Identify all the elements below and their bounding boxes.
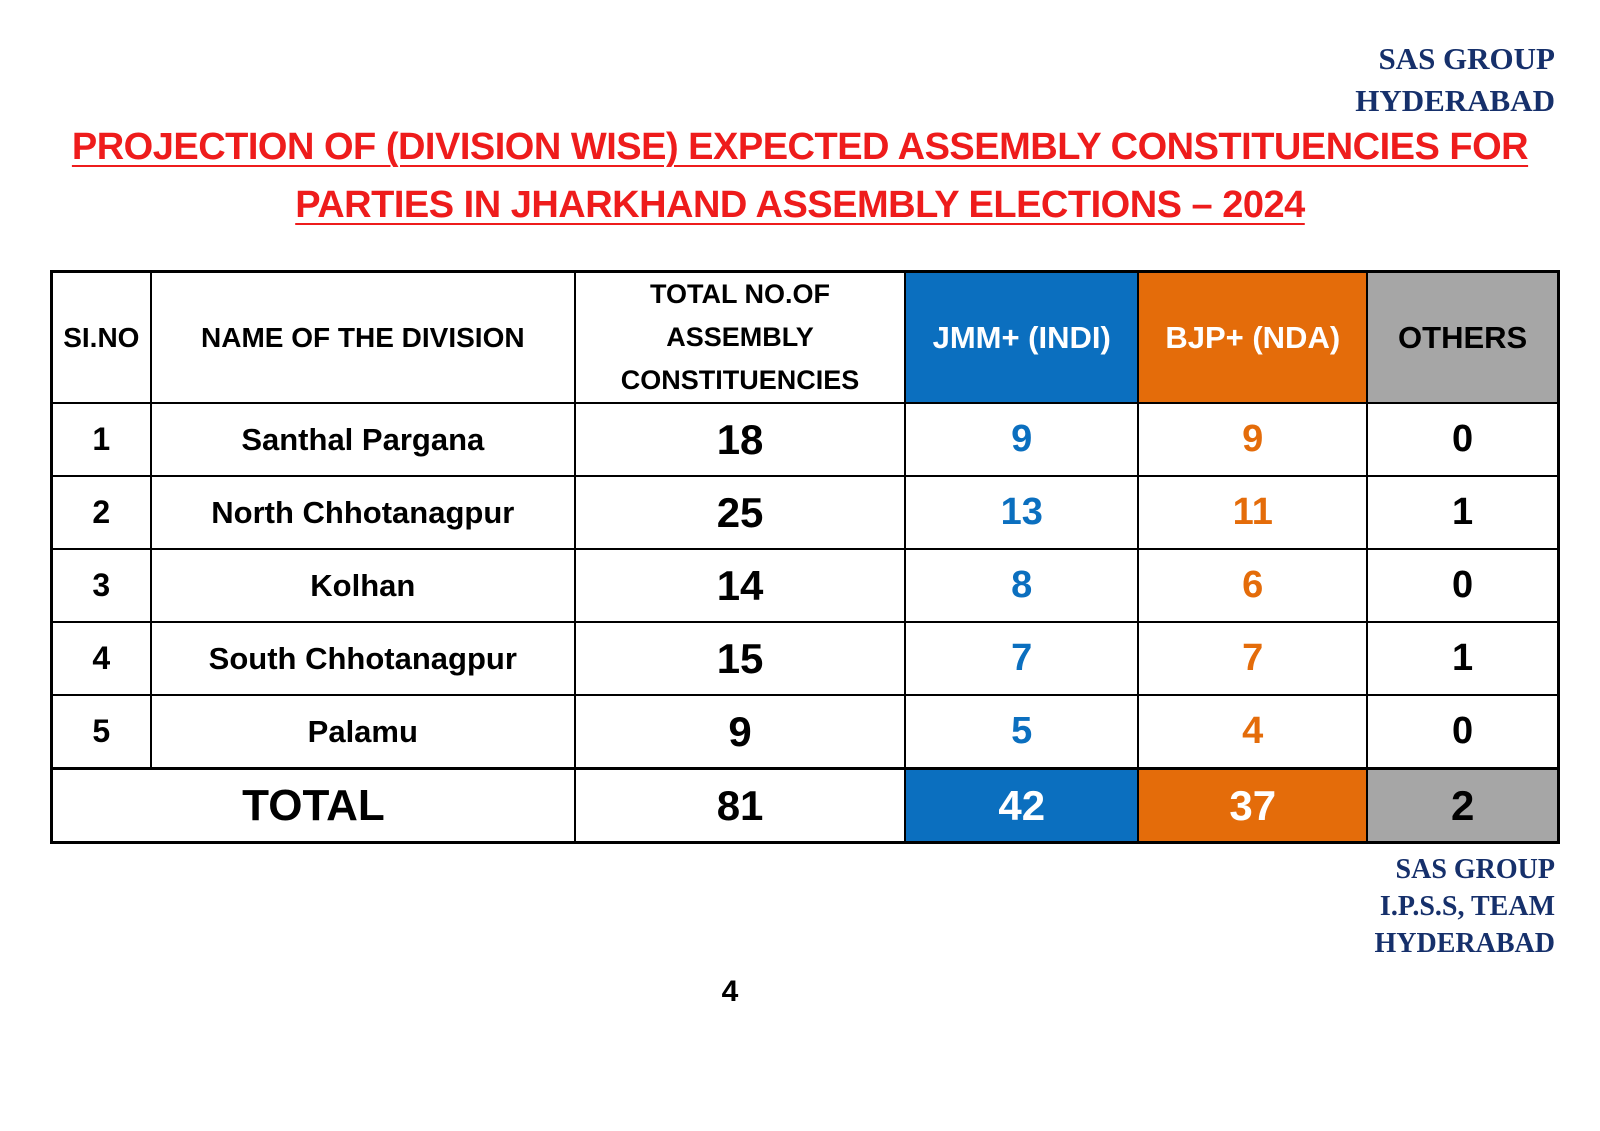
table-row: 5 Palamu 9 5 4 0: [50, 694, 1560, 770]
cell-bjp: 7: [1137, 621, 1369, 696]
org-city: HYDERABAD: [1355, 83, 1555, 118]
org-footer: SAS GROUP I.P.S.S, TEAM HYDERABAD: [1155, 851, 1555, 962]
footer-org-name: SAS GROUP: [1395, 854, 1555, 885]
cell-bjp: 11: [1137, 475, 1369, 550]
cell-division-name: Palamu: [149, 694, 576, 770]
cell-others: 0: [1366, 402, 1560, 477]
page-number: 4: [721, 975, 739, 1008]
header-others: OTHERS: [1366, 270, 1560, 404]
cell-total: 18: [573, 402, 907, 477]
header-sl-no: SI.NO: [50, 270, 152, 404]
projection-table: SI.NO NAME OF THE DIVISION TOTAL NO.OF A…: [50, 270, 1560, 844]
total-bjp: 37: [1137, 767, 1369, 844]
header-total-line-1: TOTAL NO.OF: [650, 279, 831, 309]
cell-jmm: 13: [904, 475, 1140, 550]
table-row: 3 Kolhan 14 8 6 0: [50, 548, 1560, 623]
table-row: 1 Santhal Pargana 18 9 9 0: [50, 402, 1560, 477]
total-label: TOTAL: [50, 767, 576, 844]
total-others: 2: [1366, 767, 1560, 844]
document-title: PROJECTION OF (DIVISION WISE) EXPECTED A…: [40, 118, 1560, 234]
cell-others: 1: [1366, 621, 1560, 696]
footer-org-team: I.P.S.S, TEAM: [1379, 891, 1555, 922]
table-row: 4 South Chhotanagpur 15 7 7 1: [50, 621, 1560, 696]
cell-sl-no: 2: [50, 475, 152, 550]
header-bjp: BJP+ (NDA): [1137, 270, 1369, 404]
org-header: SAS GROUP HYDERABAD: [1155, 38, 1555, 122]
cell-division-name: North Chhotanagpur: [149, 475, 576, 550]
cell-jmm: 5: [904, 694, 1140, 770]
title-line-2: PARTIES IN JHARKHAND ASSEMBLY ELECTIONS …: [295, 184, 1305, 226]
header-total-line-2: ASSEMBLY: [666, 322, 814, 352]
total-constituencies: 81: [573, 767, 907, 844]
table-total-row: TOTAL 81 42 37 2: [50, 767, 1560, 844]
cell-sl-no: 4: [50, 621, 152, 696]
cell-sl-no: 1: [50, 402, 152, 477]
cell-total: 9: [573, 694, 907, 770]
cell-others: 0: [1366, 548, 1560, 623]
cell-sl-no: 5: [50, 694, 152, 770]
cell-sl-no: 3: [50, 548, 152, 623]
header-total-constituencies: TOTAL NO.OF ASSEMBLY CONSTITUENCIES: [573, 270, 907, 404]
cell-jmm: 8: [904, 548, 1140, 623]
header-division-name: NAME OF THE DIVISION: [149, 270, 576, 404]
cell-others: 1: [1366, 475, 1560, 550]
cell-bjp: 4: [1137, 694, 1369, 770]
cell-total: 25: [573, 475, 907, 550]
cell-division-name: Kolhan: [149, 548, 576, 623]
org-name: SAS GROUP: [1378, 41, 1555, 76]
header-total-line-3: CONSTITUENCIES: [620, 365, 860, 395]
cell-jmm: 9: [904, 402, 1140, 477]
cell-division-name: Santhal Pargana: [149, 402, 576, 477]
cell-bjp: 6: [1137, 548, 1369, 623]
cell-total: 15: [573, 621, 907, 696]
table-header-row: SI.NO NAME OF THE DIVISION TOTAL NO.OF A…: [50, 270, 1560, 404]
title-line-1: PROJECTION OF (DIVISION WISE) EXPECTED A…: [71, 126, 1529, 168]
cell-bjp: 9: [1137, 402, 1369, 477]
cell-jmm: 7: [904, 621, 1140, 696]
cell-total: 14: [573, 548, 907, 623]
footer-org-city: HYDERABAD: [1374, 928, 1555, 959]
cell-division-name: South Chhotanagpur: [149, 621, 576, 696]
header-jmm: JMM+ (INDI): [904, 270, 1140, 404]
cell-others: 0: [1366, 694, 1560, 770]
table-row: 2 North Chhotanagpur 25 13 11 1: [50, 475, 1560, 550]
total-jmm: 42: [904, 767, 1140, 844]
